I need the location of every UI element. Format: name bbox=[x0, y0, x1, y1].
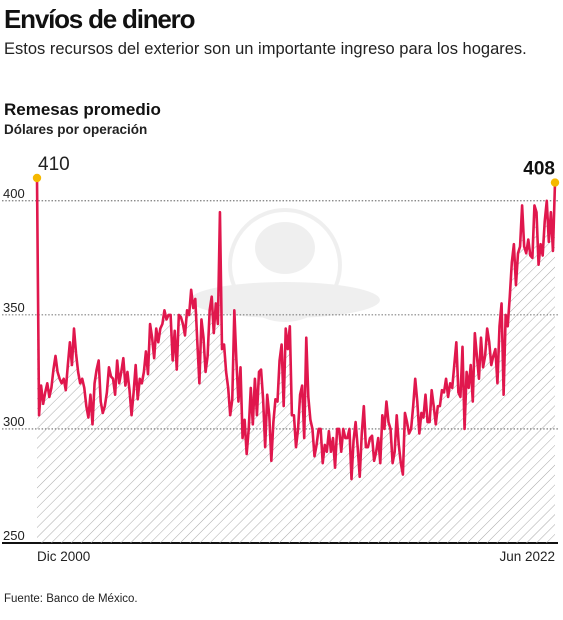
series-line-layer bbox=[35, 176, 557, 481]
area-hatch bbox=[37, 178, 555, 543]
y-tick-label-250: 250 bbox=[3, 528, 25, 543]
start-value-label: 410 bbox=[38, 154, 70, 175]
y-tick-label-350: 350 bbox=[3, 300, 25, 315]
x-tick-label-start: Dic 2000 bbox=[37, 549, 90, 564]
page-subtitle: Estos recursos del exterior son un impor… bbox=[4, 40, 527, 58]
x-tick-label-end: Jun 2022 bbox=[499, 549, 555, 564]
end-value-label: 408 bbox=[523, 159, 555, 180]
y-tick-label-300: 300 bbox=[3, 414, 25, 429]
source-note: Fuente: Banco de México. bbox=[4, 593, 138, 605]
end-marker bbox=[550, 178, 560, 187]
page-title: Envíos de dinero bbox=[4, 4, 195, 34]
markers bbox=[32, 173, 560, 187]
area-fill bbox=[37, 178, 555, 543]
series-line bbox=[35, 176, 557, 481]
labels: 250 300 350 400 Dic 2000 Jun 2022 410 408 bbox=[3, 154, 555, 564]
y-tick-label-400: 400 bbox=[3, 186, 25, 201]
start-marker bbox=[32, 173, 42, 183]
chart-subtitle: Dólares por operación bbox=[4, 122, 148, 137]
watermark-emblem bbox=[190, 208, 380, 322]
chart-title: Remesas promedio bbox=[4, 100, 161, 119]
